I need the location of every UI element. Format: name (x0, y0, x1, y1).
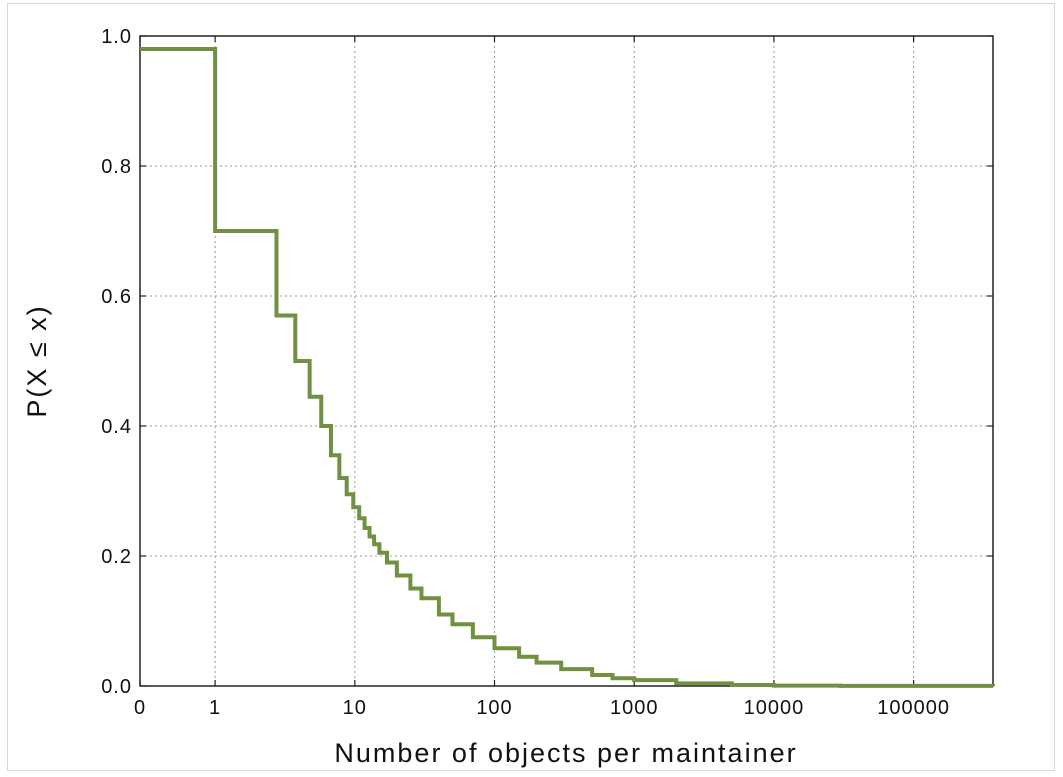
x-tick-label: 1 (209, 697, 221, 719)
x-tick-label: 10000 (744, 697, 805, 719)
plot-area (139, 35, 994, 687)
y-tick-labels: 0.0 0.2 0.4 0.6 0.8 1.0 (101, 26, 132, 698)
x-tick-label: 100000 (877, 697, 950, 719)
x-tick-label: 10 (343, 697, 367, 719)
chart-frame (7, 3, 1055, 771)
y-tick-label: 0.6 (101, 286, 132, 308)
series-line (140, 47, 995, 688)
x-axis-label: Number of objects per maintainer (334, 738, 797, 768)
x-tick-label: 0 (134, 697, 146, 719)
tick-marks (139, 35, 993, 687)
y-axis-label: P(X ≤ x) (22, 304, 52, 417)
y-tick-label: 0.2 (101, 546, 132, 568)
x-tick-label: 1000 (610, 697, 659, 719)
grid-lines (140, 36, 993, 686)
x-tick-labels: 0 1 10 100 1000 10000 100000 (134, 697, 950, 719)
y-tick-label: 0.0 (101, 676, 132, 698)
x-tick-label: 100 (476, 697, 512, 719)
y-tick-label: 0.8 (101, 156, 132, 178)
y-tick-label: 1.0 (101, 26, 132, 48)
y-tick-label: 0.4 (101, 416, 132, 438)
